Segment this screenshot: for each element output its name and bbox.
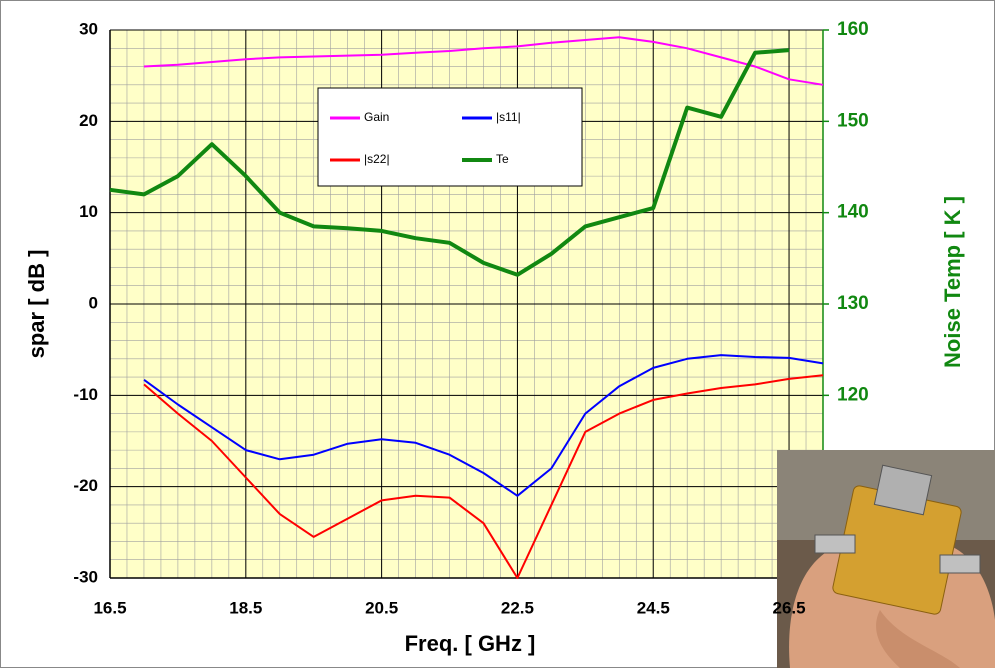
photo-sma	[814, 534, 856, 554]
y2-tick-label: 150	[837, 110, 869, 131]
x-tick-label: 20.5	[365, 598, 398, 617]
x-tick-label: 16.5	[93, 598, 126, 617]
legend-label: |s11|	[496, 110, 521, 124]
photo	[777, 450, 995, 668]
series-line	[143, 374, 824, 579]
legend: Gain |s11| |s22| Te	[317, 87, 583, 187]
y-tick-label: 30	[79, 19, 98, 38]
x-tick-label: 22.5	[501, 598, 534, 617]
y2-axis-label: Noise Temp [ K ]	[940, 196, 965, 368]
y-tick-label: 10	[79, 202, 98, 221]
x-tick-label: 26.5	[773, 598, 806, 617]
y-tick-label: -10	[73, 385, 98, 404]
series-line	[143, 36, 824, 86]
y-axis-label: spar [ dB ]	[24, 250, 49, 359]
y2-tick-label: 160	[837, 19, 869, 40]
y-tick-label: -30	[73, 567, 98, 586]
legend-label: |s22|	[364, 152, 390, 166]
y-tick-label: -20	[73, 476, 98, 495]
y2-tick-label: 140	[837, 202, 869, 223]
photo-sma	[939, 554, 981, 574]
x-tick-label: 18.5	[229, 598, 262, 617]
series-line	[109, 48, 790, 277]
y-tick-label: 0	[89, 293, 98, 312]
photo-connector	[873, 464, 933, 516]
y-tick-label: 20	[79, 111, 98, 130]
legend-label: Te	[496, 152, 509, 166]
series-line	[143, 354, 824, 497]
y2-tick-label: 120	[837, 384, 869, 405]
x-axis-label: Freq. [ GHz ]	[405, 631, 536, 656]
photo-thumb	[876, 610, 960, 668]
x-tick-label: 24.5	[637, 598, 670, 617]
legend-box	[317, 87, 583, 187]
y2-tick-label: 130	[837, 293, 869, 314]
legend-label: Gain	[364, 110, 389, 124]
